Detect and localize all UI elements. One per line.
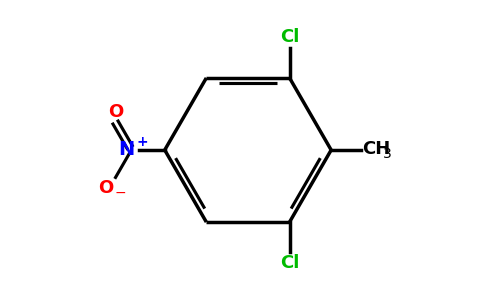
Text: CH: CH <box>363 140 391 158</box>
Text: Cl: Cl <box>280 28 299 46</box>
Text: −: − <box>115 186 126 200</box>
Text: 3: 3 <box>382 147 392 160</box>
Text: Cl: Cl <box>280 254 299 272</box>
Text: O: O <box>108 103 123 121</box>
Text: O: O <box>99 179 114 197</box>
Text: +: + <box>136 135 148 149</box>
Text: N: N <box>118 140 135 159</box>
